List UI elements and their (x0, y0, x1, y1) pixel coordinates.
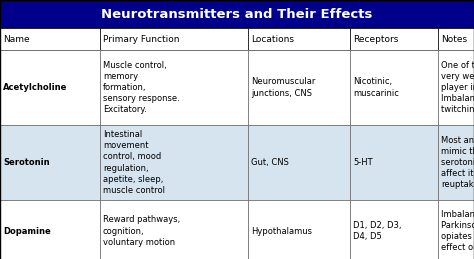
Text: Hypothalamus: Hypothalamus (251, 227, 312, 235)
Bar (350, 200, 438, 259)
Text: Gut, CNS: Gut, CNS (251, 158, 289, 167)
Text: Neuromuscular
junctions, CNS: Neuromuscular junctions, CNS (251, 77, 315, 98)
Bar (0, 28, 474, 50)
Text: Notes: Notes (441, 34, 467, 44)
Bar (100, 50, 248, 125)
Bar (438, 28, 474, 50)
Bar (100, 28, 248, 50)
Text: D1, D2, D3,
D4, D5: D1, D2, D3, D4, D5 (353, 221, 401, 241)
Text: Dopamine: Dopamine (3, 227, 51, 235)
Bar (0, 200, 100, 259)
Bar (248, 125, 350, 200)
Bar (100, 125, 248, 200)
Text: Most antidepressants
mimic the effect of
serotonin. Most narcotics
affect its re: Most antidepressants mimic the effect of… (441, 136, 474, 189)
Bar (0, 125, 100, 200)
Bar (248, 200, 350, 259)
Text: Imbalances cause
Parkinsons. Cocaine and
opiates have a significant
effect on it: Imbalances cause Parkinsons. Cocaine and… (441, 210, 474, 252)
Text: Name: Name (3, 34, 29, 44)
Text: One of the most common,
very well studied. A major
player in memory.
Imbalances : One of the most common, very well studie… (441, 61, 474, 114)
Text: Nicotinic,
muscarinic: Nicotinic, muscarinic (353, 77, 399, 98)
Text: Receptors: Receptors (353, 34, 398, 44)
Bar (248, 28, 350, 50)
Text: Reward pathways,
cognition,
voluntary motion: Reward pathways, cognition, voluntary mo… (103, 215, 180, 247)
Bar (100, 200, 248, 259)
Text: Locations: Locations (251, 34, 294, 44)
Bar (350, 28, 438, 50)
Text: Neurotransmitters and Their Effects: Neurotransmitters and Their Effects (101, 8, 373, 20)
Bar (248, 50, 350, 125)
Bar (350, 50, 438, 125)
Bar (438, 50, 474, 125)
Bar (438, 200, 474, 259)
Text: Acetylcholine: Acetylcholine (3, 83, 67, 92)
Text: Muscle control,
memory
formation,
sensory response.
Excitatory.: Muscle control, memory formation, sensor… (103, 61, 180, 114)
Bar (0, 28, 100, 50)
Text: Intestinal
movement
control, mood
regulation,
apetite, sleep,
muscle control: Intestinal movement control, mood regula… (103, 130, 165, 195)
Bar (438, 125, 474, 200)
Text: 5-HT: 5-HT (353, 158, 373, 167)
Bar (0, 0, 474, 28)
Text: Primary Function: Primary Function (103, 34, 180, 44)
Text: Serotonin: Serotonin (3, 158, 50, 167)
Bar (0, 50, 100, 125)
Bar (350, 125, 438, 200)
